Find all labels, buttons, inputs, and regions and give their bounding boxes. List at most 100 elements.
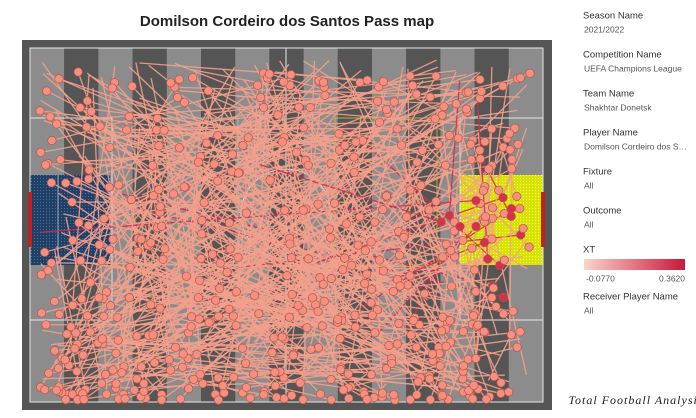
goal-left <box>28 192 32 247</box>
chart-title: Domilson Cordeiro dos Santos Pass map <box>140 13 434 30</box>
pass-point <box>124 293 134 303</box>
pass-point <box>326 274 336 284</box>
pass-point <box>395 281 405 291</box>
pass-point <box>195 369 205 380</box>
pass-line <box>104 159 472 220</box>
pass-point <box>224 218 234 228</box>
pass-point <box>122 125 132 135</box>
pass-point <box>61 395 71 405</box>
pass-point <box>215 258 225 268</box>
pass-point <box>436 217 446 227</box>
pass-point <box>211 295 221 305</box>
pass-point <box>408 315 418 325</box>
pass-point <box>279 77 289 87</box>
pass-point <box>294 102 304 112</box>
pass-point <box>282 271 292 281</box>
pass-point <box>403 280 413 290</box>
pass-point <box>471 221 481 231</box>
filter-name: Season Name <box>583 11 643 22</box>
pass-point <box>402 212 412 222</box>
pass-point <box>306 344 316 354</box>
pass-point <box>487 124 497 134</box>
pass-point <box>384 340 394 351</box>
pass-line <box>282 112 389 268</box>
pass-point <box>124 112 134 122</box>
pass-point <box>504 128 515 139</box>
pass-point <box>499 255 509 265</box>
pass-point <box>471 353 481 363</box>
pass-point <box>475 145 485 155</box>
pass-point <box>181 271 191 281</box>
pass-point <box>418 145 428 155</box>
pass-point <box>85 327 95 337</box>
pass-point <box>355 77 365 87</box>
pass-point <box>494 185 504 195</box>
pass-point <box>259 102 269 113</box>
pass-point <box>433 139 443 150</box>
pass-point <box>499 309 509 319</box>
pass-point <box>66 322 76 332</box>
pass-point <box>324 224 335 234</box>
pass-point <box>132 331 142 341</box>
pass-point <box>82 122 92 132</box>
pass-point <box>45 112 55 122</box>
pass-point <box>70 344 80 354</box>
pass-line <box>116 101 294 318</box>
pass-line <box>266 62 339 323</box>
pass-line <box>318 229 443 258</box>
pass-point <box>515 203 525 214</box>
pass-point <box>227 149 237 159</box>
pass-point <box>213 130 223 141</box>
pass-point <box>238 140 248 151</box>
pass-point <box>100 369 111 379</box>
pass-point <box>362 269 372 279</box>
pass-point <box>392 339 402 349</box>
pass-point <box>349 167 359 178</box>
pass-point <box>360 246 370 256</box>
filter-name: Competition Name <box>583 50 662 61</box>
pass-point <box>82 96 92 106</box>
pass-line <box>274 71 469 93</box>
pass-point <box>165 365 176 375</box>
pass-point <box>481 394 491 404</box>
pass-line <box>57 344 469 392</box>
pass-line <box>79 261 474 317</box>
pass-line <box>115 305 126 384</box>
pass-point <box>43 266 53 276</box>
pass-point <box>215 283 225 293</box>
pass-line <box>201 233 323 277</box>
pass-line <box>229 222 394 267</box>
pass-line <box>104 133 340 210</box>
pass-point <box>387 358 397 368</box>
pass-point <box>405 271 415 281</box>
pass-point <box>171 342 181 352</box>
pass-line <box>207 351 216 395</box>
pass-point <box>271 392 281 402</box>
pass-point <box>318 77 328 87</box>
pass-point <box>218 381 228 391</box>
pass-point <box>204 317 214 328</box>
pass-line <box>258 163 442 223</box>
pass-point <box>378 76 389 87</box>
pass-point <box>125 262 135 272</box>
pass-point <box>362 75 372 85</box>
pass-line <box>335 143 505 315</box>
pass-point <box>256 92 266 103</box>
pass-point <box>42 86 52 96</box>
pass-point <box>112 312 122 322</box>
pass-point <box>54 74 64 84</box>
pass-point <box>498 193 508 203</box>
pass-line <box>47 162 331 309</box>
pass-line <box>47 165 171 272</box>
pass-point <box>496 388 506 398</box>
pass-point <box>84 174 94 184</box>
pass-point <box>408 80 418 91</box>
pass-line <box>39 199 476 233</box>
pass-point <box>62 329 72 339</box>
pass-point <box>437 326 447 336</box>
pass-point <box>253 80 263 90</box>
pass-point <box>136 362 147 372</box>
pass-line <box>252 84 417 375</box>
pass-line <box>214 148 293 165</box>
pass-point <box>105 244 115 255</box>
